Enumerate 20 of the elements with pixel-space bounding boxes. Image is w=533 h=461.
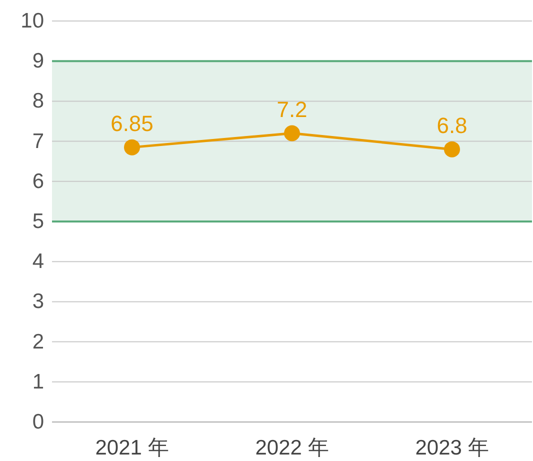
y-tick-label: 3 — [32, 290, 44, 314]
y-tick-label: 6 — [32, 170, 44, 193]
y-tick-label: 0 — [32, 410, 44, 434]
y-tick-label: 10 — [20, 10, 44, 32]
data-label: 6.8 — [436, 112, 468, 138]
x-tick-label: 2022 年 — [255, 436, 329, 460]
data-label: 6.85 — [110, 110, 154, 136]
point — [284, 125, 300, 142]
y-tick-label: 9 — [32, 50, 44, 73]
x-tick-label: 2021 年 — [95, 436, 169, 460]
point — [444, 141, 460, 158]
y-tick-label: 2 — [32, 330, 44, 354]
y-tick-label: 7 — [32, 130, 44, 153]
y-tick-label: 8 — [32, 90, 44, 113]
y-tick-label: 4 — [32, 250, 44, 274]
data-label: 7.2 — [276, 96, 308, 122]
y-tick-label: 5 — [32, 210, 44, 233]
x-tick-label: 2023 年 — [415, 436, 489, 460]
y-tick-label: 1 — [32, 370, 44, 394]
point — [124, 139, 140, 156]
